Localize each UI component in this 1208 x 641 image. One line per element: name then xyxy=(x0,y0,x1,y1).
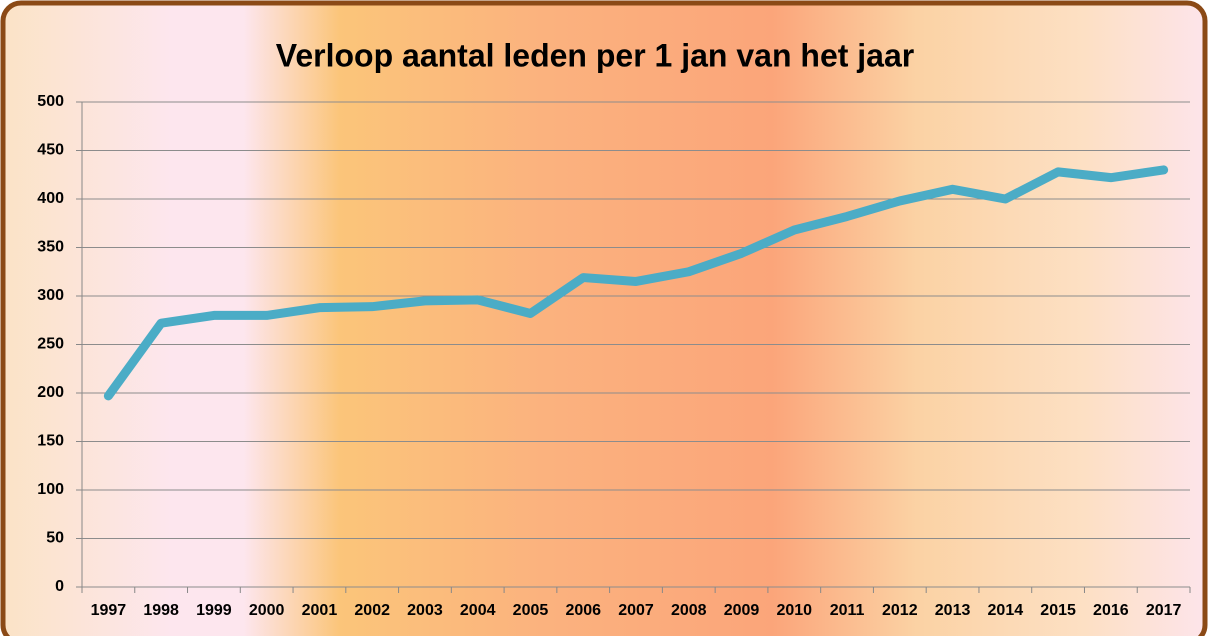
x-tick-label: 1999 xyxy=(196,602,232,619)
x-tick-label: 2009 xyxy=(724,602,760,619)
x-tick-label: 2004 xyxy=(460,602,496,619)
chart-title: Verloop aantal leden per 1 jan van het j… xyxy=(276,37,914,73)
x-tick-label: 2002 xyxy=(354,602,390,619)
y-tick-label: 350 xyxy=(37,239,64,256)
x-tick-label: 2015 xyxy=(1040,602,1076,619)
x-tick-label: 2000 xyxy=(249,602,285,619)
x-tick-label: 2012 xyxy=(882,602,918,619)
y-tick-label: 250 xyxy=(37,336,64,353)
y-tick-label: 50 xyxy=(46,530,64,547)
x-tick-label: 2001 xyxy=(302,602,338,619)
x-tick-label: 1998 xyxy=(143,602,179,619)
x-tick-label: 2005 xyxy=(513,602,549,619)
x-tick-label: 2003 xyxy=(407,602,443,619)
x-tick-label: 2014 xyxy=(988,602,1024,619)
x-tick-label: 1997 xyxy=(91,602,127,619)
y-tick-label: 100 xyxy=(37,481,64,498)
x-tick-label: 2016 xyxy=(1093,602,1129,619)
y-tick-label: 200 xyxy=(37,384,64,401)
x-tick-label: 2017 xyxy=(1146,602,1182,619)
y-tick-label: 450 xyxy=(37,142,64,159)
x-tick-label: 2006 xyxy=(565,602,601,619)
y-tick-label: 400 xyxy=(37,190,64,207)
x-tick-label: 2013 xyxy=(935,602,971,619)
y-tick-label: 500 xyxy=(37,93,64,110)
x-tick-label: 2007 xyxy=(618,602,654,619)
x-tick-label: 2010 xyxy=(776,602,812,619)
data-line xyxy=(103,165,1169,401)
x-tick-label: 2008 xyxy=(671,602,707,619)
x-tick-label: 2011 xyxy=(830,602,865,619)
y-tick-label: 300 xyxy=(37,287,64,304)
y-tick-label: 0 xyxy=(55,578,64,595)
y-tick-label: 150 xyxy=(37,433,64,450)
